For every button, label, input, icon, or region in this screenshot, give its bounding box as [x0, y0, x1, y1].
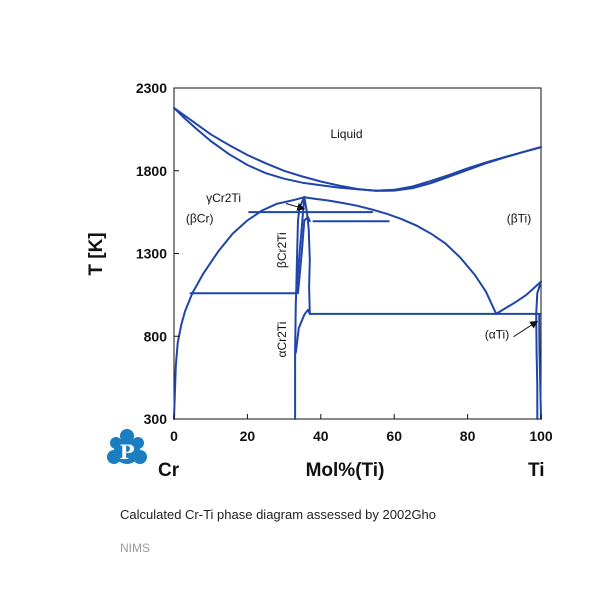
right-end-label: Ti [528, 460, 545, 481]
logo-blob-right [133, 450, 147, 464]
phase-boundary-1 [173, 106, 542, 192]
annotation-arrow-2 [513, 320, 539, 338]
annotation-arrow-1 [285, 203, 306, 211]
x-tick-label-20: 20 [240, 428, 256, 444]
x-axis-ticks: 0 20 40 60 80 100 [170, 414, 553, 444]
region-label-7: (αTi) [485, 327, 509, 341]
logo-blob-left [107, 450, 121, 464]
x-tick-label-100: 100 [529, 428, 553, 444]
phase-boundary-3 [173, 196, 306, 420]
phase-boundary-4 [303, 196, 498, 315]
region-label-5: βCr2Ti [275, 232, 289, 268]
phase-boundary-14 [297, 219, 306, 295]
y-axis-title: T [K] [86, 232, 107, 275]
region-label-3: (βTi) [507, 211, 531, 225]
region-label-2: (βCr) [186, 211, 214, 225]
phase-boundary-7 [538, 312, 542, 420]
x-tick-label-40: 40 [313, 428, 329, 444]
phase-boundaries [173, 106, 542, 420]
x-axis-title: Mol%(Ti) [306, 460, 385, 481]
region-label-1: Liquid [330, 127, 362, 141]
source-credit: NIMS [120, 541, 150, 555]
phase-boundary-6 [535, 280, 542, 420]
region-label-6: αCr2Ti [275, 322, 289, 358]
left-end-label: Cr [158, 460, 180, 481]
nims-pauling-logo: P [107, 429, 147, 464]
phase-boundary-16 [303, 216, 311, 223]
x-tick-label-80: 80 [460, 428, 476, 444]
y-tick-label-300: 300 [144, 411, 168, 427]
region-label-4: γCr2Ti [206, 191, 241, 205]
y-tick-label-1300: 1300 [136, 246, 167, 262]
figure-caption: Calculated Cr-Ti phase diagram assessed … [120, 507, 437, 522]
logo-blob-top [120, 429, 134, 443]
phase-boundary-17 [294, 308, 311, 354]
phase-boundary-13 [295, 196, 306, 295]
logo-blob-upper-left [110, 437, 122, 449]
x-tick-label-60: 60 [386, 428, 402, 444]
logo-letter: P [119, 440, 134, 464]
y-tick-label-800: 800 [144, 328, 168, 344]
y-axis-ticks: 300 800 1300 1800 2300 [136, 80, 179, 427]
x-tick-label-0: 0 [170, 428, 178, 444]
phase-boundary-2 [173, 106, 542, 192]
y-tick-label-2300: 2300 [136, 80, 167, 96]
annotation-arrows [285, 203, 539, 338]
logo-blob-upper-right [132, 437, 144, 449]
phase-boundary-5 [495, 280, 542, 315]
region-labels: Liquid (βCr) (βTi) γCr2Ti βCr2Ti αCr2Ti (αTi) [186, 127, 531, 357]
phase-boundary-15 [303, 196, 311, 315]
y-tick-label-1800: 1800 [136, 163, 167, 179]
